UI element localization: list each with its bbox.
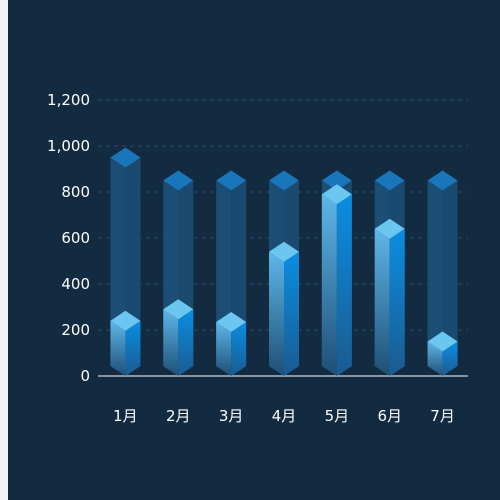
track-bar-top-face — [321, 170, 352, 191]
value-bar — [110, 310, 141, 376]
value-bar-left-face — [110, 320, 126, 376]
value-bar-left-face — [427, 341, 443, 376]
track-bar-top-face — [269, 170, 299, 191]
x-tick-label: 3月 — [219, 407, 244, 425]
y-tick-label: 400 — [61, 275, 90, 293]
value-bar-top-face — [321, 184, 352, 205]
track-bar-top-face — [110, 147, 141, 168]
value-bar-right-face — [284, 251, 299, 376]
value-bar-left-face — [216, 321, 232, 376]
value-bar-top-face — [374, 218, 405, 239]
x-tick-label: 2月 — [166, 407, 191, 425]
x-tick-label: 5月 — [325, 407, 350, 425]
track-bar-top-face — [427, 170, 458, 191]
value-bar — [427, 331, 458, 376]
value-bar-right-face — [389, 228, 405, 376]
track-bar-right-face — [442, 180, 458, 376]
track-bar-top-face — [374, 170, 405, 191]
track-bar-left-face — [427, 180, 443, 376]
y-tick-label: 600 — [61, 229, 90, 247]
value-bar-left-face — [269, 251, 284, 376]
x-tick-label: 4月 — [272, 407, 297, 425]
value-bar-top-face — [427, 331, 458, 352]
value-bar-right-face — [442, 341, 458, 376]
x-tick-label: 1月 — [113, 407, 138, 425]
track-bar-top-face — [163, 170, 194, 191]
value-bar-right-face — [336, 194, 352, 376]
value-bar — [269, 241, 299, 376]
y-tick-label: 1,200 — [47, 91, 90, 109]
value-bar-left-face — [374, 228, 390, 376]
y-tick-label: 200 — [61, 321, 90, 339]
y-tick-label: 0 — [80, 367, 90, 385]
value-bar — [374, 218, 405, 376]
value-bar-right-face — [178, 309, 194, 376]
value-bar-left-face — [163, 309, 179, 376]
value-bar-right-face — [125, 320, 141, 376]
value-bar-right-face — [231, 321, 247, 376]
x-tick-label: 7月 — [430, 407, 455, 425]
track-bar — [427, 170, 458, 376]
value-bar-top-face — [163, 299, 194, 320]
value-bar-top-face — [110, 310, 141, 331]
value-bar-left-face — [321, 194, 337, 376]
value-bar-top-face — [269, 241, 299, 262]
track-bar-top-face — [216, 170, 247, 191]
value-bar-top-face — [216, 311, 247, 332]
x-tick-label: 6月 — [377, 407, 402, 425]
value-bar — [321, 184, 352, 376]
value-bar — [216, 311, 247, 376]
y-tick-label: 800 — [61, 183, 90, 201]
axes: 0 200 400 600 800 1,000 1,200 1月 2月 3月 4月 5月 6月 7月 — [47, 91, 468, 425]
bars — [110, 147, 458, 376]
y-tick-label: 1,000 — [47, 137, 90, 155]
chart-panel — [8, 0, 500, 500]
value-bar — [163, 299, 194, 376]
